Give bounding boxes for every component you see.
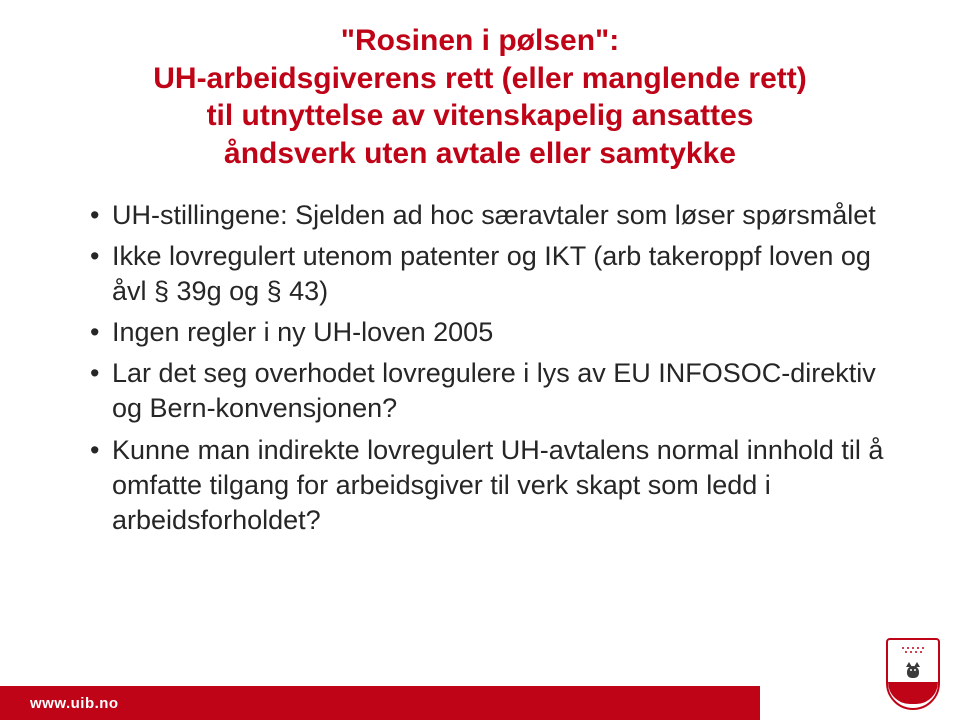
- crest-dot: [917, 647, 919, 649]
- crest-dot: [922, 647, 924, 649]
- crest-top: [888, 640, 938, 660]
- owl-body: [907, 666, 919, 678]
- crest-mid: [888, 660, 938, 682]
- crest-dot: [910, 651, 912, 653]
- crest-dot: [902, 647, 904, 649]
- crest-bottom: [888, 682, 938, 704]
- bullet-item: Ingen regler i ny UH-loven 2005: [90, 315, 900, 350]
- bullet-item: Lar det seg overhodet lovregulere i lys …: [90, 356, 900, 426]
- footer-url: www.uib.no: [0, 686, 760, 720]
- crest-dots-row: [902, 647, 924, 649]
- bullet-item: Ikke lovregulert utenom patenter og IKT …: [90, 239, 900, 309]
- slide: "Rosinen i pølsen": UH-arbeidsgiverens r…: [0, 0, 960, 720]
- footer-gap: [760, 686, 768, 720]
- crest-dot: [907, 647, 909, 649]
- content-area: "Rosinen i pølsen": UH-arbeidsgiverens r…: [0, 0, 960, 538]
- title-line-1: "Rosinen i pølsen":: [60, 22, 900, 60]
- title-line-4: åndsverk uten avtale eller samtykke: [60, 135, 900, 173]
- crest-dot: [920, 651, 922, 653]
- owl-eye: [914, 669, 916, 671]
- crest-dot: [912, 647, 914, 649]
- title-line-2: UH-arbeidsgiverens rett (eller manglende…: [60, 60, 900, 98]
- slide-title: "Rosinen i pølsen": UH-arbeidsgiverens r…: [60, 22, 900, 172]
- bullet-item: UH-stillingene: Sjelden ad hoc særavtale…: [90, 198, 900, 233]
- title-line-3: til utnyttelse av vitenskapelig ansattes: [60, 97, 900, 135]
- bullet-item: Kunne man indirekte lovregulert UH-avtal…: [90, 433, 900, 538]
- bullet-list: UH-stillingene: Sjelden ad hoc særavtale…: [60, 198, 900, 538]
- crest-dot: [915, 651, 917, 653]
- university-crest-icon: [886, 638, 940, 710]
- owl-icon: [904, 662, 922, 680]
- owl-eye: [910, 669, 912, 671]
- crest-dots-row: [905, 651, 922, 653]
- crest-dot: [905, 651, 907, 653]
- footer-bar: www.uib.no: [0, 686, 960, 720]
